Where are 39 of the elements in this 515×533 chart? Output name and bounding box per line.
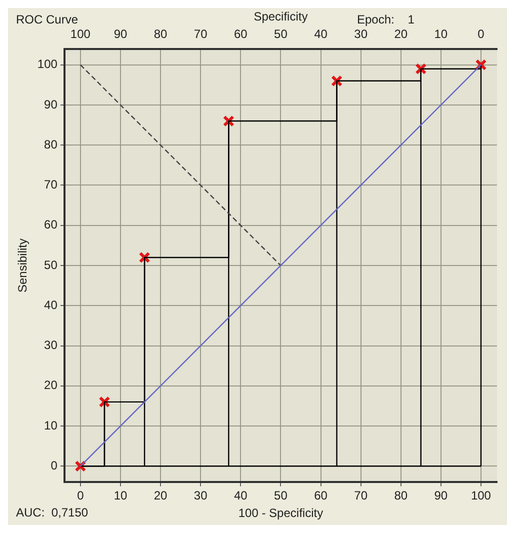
x-tick-label: 80	[394, 488, 408, 503]
x-tick-label: 30	[194, 488, 208, 503]
y-tick-label: 0	[50, 458, 58, 472]
x2-axis-title: Specificity	[254, 10, 308, 24]
y-tick-label: 40	[44, 298, 58, 312]
y-tick-label: 60	[44, 218, 58, 232]
x-tick-label: 0	[77, 488, 84, 503]
text: Epoch: 1	[357, 12, 415, 26]
y-axis-title: Sensibility	[16, 238, 30, 293]
x-tick-label: 40	[234, 488, 248, 503]
x-tick-label: 50	[274, 488, 288, 503]
y-tick-label: 80	[44, 137, 58, 152]
y-tick-label: 30	[44, 338, 58, 352]
x-tick-label: 70	[354, 488, 368, 503]
x-tick-label: 20	[154, 488, 168, 503]
x2-tick-label: 90	[114, 26, 128, 41]
x-tick-label: 10	[114, 488, 128, 503]
x-tick-label: 60	[314, 488, 328, 503]
x-axis-title: 100 - Specificity	[238, 506, 324, 520]
x2-tick-label: 50	[274, 26, 288, 41]
x2-tick-label: 100	[70, 26, 91, 41]
y-tick-label: 70	[44, 178, 58, 192]
x2-tick-label: 20	[394, 26, 408, 41]
y-tick-label: 50	[44, 258, 58, 272]
x2-tick-label: 0	[478, 26, 485, 41]
x2-tick-label: 70	[194, 26, 208, 41]
text: AUC: 0,7150	[16, 505, 88, 520]
x2-tick-label: 80	[154, 26, 168, 41]
x-tick-label: 100	[470, 488, 492, 503]
y-tick-label: 90	[44, 97, 58, 112]
x2-tick-label: 10	[434, 26, 448, 41]
x2-tick-label: 40	[314, 26, 328, 41]
chart-title: ROC Curve	[16, 12, 78, 26]
y-tick-label: 20	[44, 378, 58, 392]
y-tick-label: 10	[44, 418, 58, 432]
x2-tick-label: 60	[234, 26, 248, 41]
x-tick-label: 90	[434, 488, 448, 503]
x2-tick-label: 30	[354, 26, 368, 41]
y-tick-label: 100	[37, 57, 58, 72]
